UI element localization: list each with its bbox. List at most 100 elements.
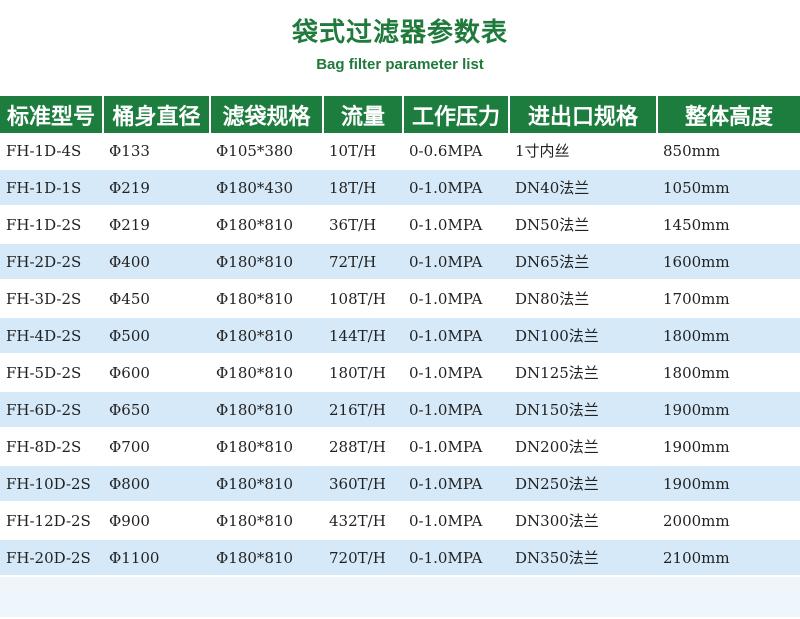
header-working-pressure: 工作压力	[403, 96, 510, 133]
cell-bag-spec: Φ180*810	[210, 391, 323, 429]
cell-overall-height: 1700mm	[657, 280, 800, 318]
cell-model: FH-1D-4S	[0, 133, 103, 170]
table-header-row: 标准型号 桶身直径 滤袋规格 流量 工作压力 进出口规格 整体高度	[0, 96, 800, 133]
table-row: FH-20D-2S Φ1100 Φ180*810 720T/H 0-1.0MPA DN35…	[0, 539, 800, 577]
header-bag-spec: 滤袋规格	[210, 96, 324, 133]
header-inlet-outlet-spec: 进出口规格	[509, 96, 658, 133]
footer-band-cell	[0, 576, 800, 619]
cell-inlet-outlet-spec: DN250法兰	[509, 465, 657, 503]
cell-working-pressure: 0-1.0MPA	[403, 465, 509, 503]
cell-inlet-outlet-spec: DN80法兰	[509, 280, 657, 318]
table-row: FH-1D-2S Φ219 Φ180*810 36T/H 0-1.0MPA DN50法兰 1…	[0, 206, 800, 244]
cell-overall-height: 850mm	[657, 133, 800, 170]
table-row: FH-2D-2S Φ400 Φ180*810 72T/H 0-1.0MPA DN65法兰 1…	[0, 243, 800, 281]
cell-overall-height: 1800mm	[657, 354, 800, 392]
cell-overall-height: 1050mm	[657, 169, 800, 207]
cell-inlet-outlet-spec: DN65法兰	[509, 243, 657, 281]
cell-flow: 720T/H	[323, 539, 403, 577]
cell-bag-spec: Φ180*810	[210, 502, 323, 540]
cell-model: FH-20D-2S	[0, 539, 103, 577]
cell-flow: 144T/H	[323, 317, 403, 355]
cell-flow: 180T/H	[323, 354, 403, 392]
cell-model: FH-5D-2S	[0, 354, 103, 392]
cell-flow: 72T/H	[323, 243, 403, 281]
cell-model: FH-4D-2S	[0, 317, 103, 355]
cell-working-pressure: 0-1.0MPA	[403, 502, 509, 540]
cell-inlet-outlet-spec: 1寸内丝	[509, 133, 657, 170]
table-row: FH-4D-2S Φ500 Φ180*810 144T/H 0-1.0MPA DN100法…	[0, 317, 800, 355]
cell-overall-height: 1800mm	[657, 317, 800, 355]
cell-bag-spec: Φ180*430	[210, 169, 323, 207]
cell-model: FH-8D-2S	[0, 428, 103, 466]
cell-model: FH-1D-2S	[0, 206, 103, 244]
cell-bag-spec: Φ180*810	[210, 317, 323, 355]
table-row: FH-10D-2S Φ800 Φ180*810 360T/H 0-1.0MPA DN250…	[0, 465, 800, 503]
cell-barrel-diameter: Φ450	[103, 280, 210, 318]
cell-bag-spec: Φ180*810	[210, 354, 323, 392]
cell-bag-spec: Φ180*810	[210, 465, 323, 503]
cell-inlet-outlet-spec: DN300法兰	[509, 502, 657, 540]
cell-bag-spec: Φ180*810	[210, 539, 323, 577]
cell-bag-spec: Φ180*810	[210, 243, 323, 281]
cell-working-pressure: 0-1.0MPA	[403, 539, 509, 577]
cell-overall-height: 1900mm	[657, 465, 800, 503]
cell-inlet-outlet-spec: DN125法兰	[509, 354, 657, 392]
cell-flow: 216T/H	[323, 391, 403, 429]
cell-model: FH-1D-1S	[0, 169, 103, 207]
table-row: FH-8D-2S Φ700 Φ180*810 288T/H 0-1.0MPA DN200法…	[0, 428, 800, 466]
cell-flow: 36T/H	[323, 206, 403, 244]
cell-barrel-diameter: Φ900	[103, 502, 210, 540]
cell-overall-height: 1900mm	[657, 391, 800, 429]
cell-model: FH-10D-2S	[0, 465, 103, 503]
cell-overall-height: 1900mm	[657, 428, 800, 466]
cell-working-pressure: 0-1.0MPA	[403, 206, 509, 244]
table-row: FH-12D-2S Φ900 Φ180*810 432T/H 0-1.0MPA DN300…	[0, 502, 800, 540]
header-barrel-diameter: 桶身直径	[103, 96, 211, 133]
table-row: FH-1D-4S Φ133 Φ105*380 10T/H 0-0.6MPA 1寸内丝 850…	[0, 133, 800, 170]
cell-flow: 432T/H	[323, 502, 403, 540]
table-row: FH-3D-2S Φ450 Φ180*810 108T/H 0-1.0MPA DN80法兰…	[0, 280, 800, 318]
cell-bag-spec: Φ180*810	[210, 280, 323, 318]
cell-model: FH-6D-2S	[0, 391, 103, 429]
cell-inlet-outlet-spec: DN100法兰	[509, 317, 657, 355]
cell-inlet-outlet-spec: DN40法兰	[509, 169, 657, 207]
cell-barrel-diameter: Φ700	[103, 428, 210, 466]
cell-inlet-outlet-spec: DN350法兰	[509, 539, 657, 577]
header-overall-height: 整体高度	[657, 96, 800, 133]
cell-barrel-diameter: Φ800	[103, 465, 210, 503]
cell-bag-spec: Φ105*380	[210, 133, 323, 170]
cell-model: FH-3D-2S	[0, 280, 103, 318]
cell-barrel-diameter: Φ600	[103, 354, 210, 392]
cell-flow: 108T/H	[323, 280, 403, 318]
cell-working-pressure: 0-1.0MPA	[403, 243, 509, 281]
page-title: 袋式过滤器参数表	[291, 18, 508, 48]
cell-bag-spec: Φ180*810	[210, 428, 323, 466]
cell-barrel-diameter: Φ219	[103, 169, 210, 207]
cell-model: FH-12D-2S	[0, 502, 103, 540]
cell-barrel-diameter: Φ650	[103, 391, 210, 429]
table-footer-band	[0, 576, 800, 619]
cell-working-pressure: 0-1.0MPA	[403, 428, 509, 466]
cell-flow: 360T/H	[323, 465, 403, 503]
cell-inlet-outlet-spec: DN200法兰	[509, 428, 657, 466]
parameter-table: 标准型号 桶身直径 滤袋规格 流量 工作压力 进出口规格 整体高度 FH-1D-…	[0, 96, 800, 619]
cell-barrel-diameter: Φ500	[103, 317, 210, 355]
cell-working-pressure: 0-0.6MPA	[403, 133, 509, 170]
header-flow: 流量	[323, 96, 404, 133]
cell-bag-spec: Φ180*810	[210, 206, 323, 244]
cell-overall-height: 2000mm	[657, 502, 800, 540]
header-model: 标准型号	[0, 96, 104, 133]
cell-working-pressure: 0-1.0MPA	[403, 391, 509, 429]
table-row: FH-1D-1S Φ219 Φ180*430 18T/H 0-1.0MPA DN40法兰 1…	[0, 169, 800, 207]
cell-barrel-diameter: Φ1100	[103, 539, 210, 577]
cell-working-pressure: 0-1.0MPA	[403, 280, 509, 318]
cell-overall-height: 1600mm	[657, 243, 800, 281]
cell-working-pressure: 0-1.0MPA	[403, 354, 509, 392]
cell-barrel-diameter: Φ133	[103, 133, 210, 170]
cell-working-pressure: 0-1.0MPA	[403, 317, 509, 355]
cell-flow: 18T/H	[323, 169, 403, 207]
cell-inlet-outlet-spec: DN150法兰	[509, 391, 657, 429]
page-subtitle: Bag filter parameter list	[316, 56, 484, 73]
cell-overall-height: 2100mm	[657, 539, 800, 577]
table-row: FH-6D-2S Φ650 Φ180*810 216T/H 0-1.0MPA DN150法…	[0, 391, 800, 429]
